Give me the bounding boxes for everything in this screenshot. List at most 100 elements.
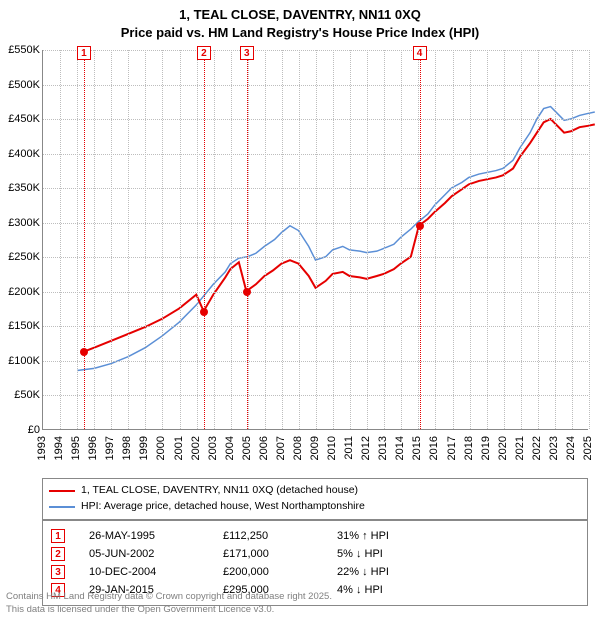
sale-marker-line bbox=[247, 50, 248, 429]
x-axis-label: 1997 bbox=[104, 436, 116, 460]
sales-row-marker: 3 bbox=[51, 565, 65, 579]
sale-marker-box: 4 bbox=[413, 46, 427, 60]
y-axis-label: £150K bbox=[2, 320, 40, 332]
legend-swatch bbox=[49, 506, 75, 508]
gridline-v bbox=[367, 50, 368, 429]
footer-line-2: This data is licensed under the Open Gov… bbox=[6, 604, 594, 616]
sale-marker-box: 1 bbox=[77, 46, 91, 60]
gridline-v bbox=[470, 50, 471, 429]
x-axis-label: 2018 bbox=[463, 436, 475, 460]
sales-row-diff: 22% ↓ HPI bbox=[337, 566, 579, 578]
series-hpi bbox=[77, 107, 595, 371]
legend-label: 1, TEAL CLOSE, DAVENTRY, NN11 0XQ (detac… bbox=[81, 483, 358, 499]
chart-container: 1, TEAL CLOSE, DAVENTRY, NN11 0XQ Price … bbox=[0, 0, 600, 620]
x-axis-label: 2025 bbox=[582, 436, 594, 460]
x-axis-label: 2019 bbox=[480, 436, 492, 460]
legend-row: 1, TEAL CLOSE, DAVENTRY, NN11 0XQ (detac… bbox=[49, 483, 581, 499]
y-axis-label: £550K bbox=[2, 44, 40, 56]
sale-marker-dot bbox=[80, 348, 88, 356]
gridline-v bbox=[589, 50, 590, 429]
x-axis-label: 2008 bbox=[292, 436, 304, 460]
x-axis-label: 2005 bbox=[241, 436, 253, 460]
x-axis-label: 2000 bbox=[155, 436, 167, 460]
gridline-v bbox=[384, 50, 385, 429]
gridline-v bbox=[504, 50, 505, 429]
gridline-v bbox=[435, 50, 436, 429]
x-axis-label: 2011 bbox=[343, 436, 355, 460]
sale-marker-box: 3 bbox=[240, 46, 254, 60]
title-line-1: 1, TEAL CLOSE, DAVENTRY, NN11 0XQ bbox=[0, 6, 600, 24]
x-axis-label: 2014 bbox=[394, 436, 406, 460]
sale-marker-dot bbox=[243, 288, 251, 296]
title-block: 1, TEAL CLOSE, DAVENTRY, NN11 0XQ Price … bbox=[0, 0, 600, 41]
sale-marker-box: 2 bbox=[197, 46, 211, 60]
x-axis-label: 2023 bbox=[548, 436, 560, 460]
gridline-v bbox=[401, 50, 402, 429]
gridline-v bbox=[316, 50, 317, 429]
gridline-v bbox=[94, 50, 95, 429]
sale-marker-dot bbox=[200, 308, 208, 316]
sales-row-price: £200,000 bbox=[223, 566, 313, 578]
gridline-v bbox=[77, 50, 78, 429]
gridline-v bbox=[265, 50, 266, 429]
x-axis-label: 2020 bbox=[497, 436, 509, 460]
x-axis-label: 2016 bbox=[428, 436, 440, 460]
x-axis-label: 2024 bbox=[565, 436, 577, 460]
plot-area: 1234 bbox=[42, 50, 588, 430]
gridline-v bbox=[487, 50, 488, 429]
x-axis-label: 2003 bbox=[207, 436, 219, 460]
gridline-v bbox=[214, 50, 215, 429]
x-axis-label: 2022 bbox=[531, 436, 543, 460]
x-axis-label: 1999 bbox=[138, 436, 150, 460]
gridline-v bbox=[333, 50, 334, 429]
x-axis-label: 2006 bbox=[258, 436, 270, 460]
footer-line-1: Contains HM Land Registry data © Crown c… bbox=[6, 591, 594, 603]
x-axis-label: 2004 bbox=[224, 436, 236, 460]
sales-row: 1 26-MAY-1995 £112,250 31% ↑ HPI bbox=[47, 527, 583, 545]
sales-row-date: 10-DEC-2004 bbox=[89, 566, 199, 578]
x-axis-label: 1994 bbox=[53, 436, 65, 460]
legend: 1, TEAL CLOSE, DAVENTRY, NN11 0XQ (detac… bbox=[42, 478, 588, 520]
x-axis-label: 2001 bbox=[173, 436, 185, 460]
sales-row-price: £171,000 bbox=[223, 548, 313, 560]
gridline-v bbox=[111, 50, 112, 429]
x-axis-label: 2010 bbox=[326, 436, 338, 460]
gridline-v bbox=[282, 50, 283, 429]
sales-row-marker: 1 bbox=[51, 529, 65, 543]
sale-marker-line bbox=[204, 50, 205, 429]
y-axis-label: £500K bbox=[2, 79, 40, 91]
gridline-v bbox=[572, 50, 573, 429]
gridline-v bbox=[453, 50, 454, 429]
x-axis-label: 1995 bbox=[70, 436, 82, 460]
title-line-2: Price paid vs. HM Land Registry's House … bbox=[0, 24, 600, 42]
x-axis-label: 2002 bbox=[190, 436, 202, 460]
sales-row-diff: 31% ↑ HPI bbox=[337, 530, 579, 542]
sales-row-price: £112,250 bbox=[223, 530, 313, 542]
gridline-v bbox=[299, 50, 300, 429]
sales-row: 3 10-DEC-2004 £200,000 22% ↓ HPI bbox=[47, 563, 583, 581]
gridline-v bbox=[162, 50, 163, 429]
legend-row: HPI: Average price, detached house, West… bbox=[49, 499, 581, 515]
gridline-v bbox=[145, 50, 146, 429]
sales-row: 205-JUN-2002£171,0005% ↓ HPI bbox=[47, 545, 583, 563]
y-axis-label: £50K bbox=[2, 389, 40, 401]
y-axis-label: £300K bbox=[2, 217, 40, 229]
x-axis-label: 2012 bbox=[360, 436, 372, 460]
legend-label: HPI: Average price, detached house, West… bbox=[81, 499, 365, 515]
gridline-v bbox=[197, 50, 198, 429]
y-axis-label: £400K bbox=[2, 148, 40, 160]
gridline-v bbox=[231, 50, 232, 429]
gridline-v bbox=[538, 50, 539, 429]
x-axis-label: 2007 bbox=[275, 436, 287, 460]
gridline-v bbox=[180, 50, 181, 429]
sales-row-date: 26-MAY-1995 bbox=[89, 530, 199, 542]
y-axis-label: £200K bbox=[2, 286, 40, 298]
sales-row-diff: 5% ↓ HPI bbox=[337, 548, 579, 560]
sale-marker-line bbox=[84, 50, 85, 429]
gridline-v bbox=[521, 50, 522, 429]
gridline-v bbox=[128, 50, 129, 429]
x-axis-label: 1996 bbox=[87, 436, 99, 460]
x-axis-label: 2013 bbox=[377, 436, 389, 460]
y-axis-label: £450K bbox=[2, 113, 40, 125]
y-axis-label: £250K bbox=[2, 251, 40, 263]
